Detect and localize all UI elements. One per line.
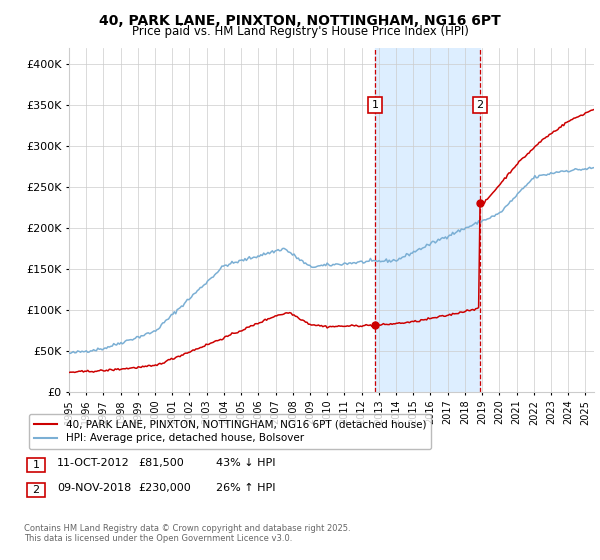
Text: 40, PARK LANE, PINXTON, NOTTINGHAM, NG16 6PT: 40, PARK LANE, PINXTON, NOTTINGHAM, NG16…: [99, 14, 501, 28]
Text: £81,500: £81,500: [138, 458, 184, 468]
Text: 2: 2: [476, 100, 483, 110]
Text: 09-NOV-2018: 09-NOV-2018: [57, 483, 131, 493]
Text: Contains HM Land Registry data © Crown copyright and database right 2025.
This d: Contains HM Land Registry data © Crown c…: [24, 524, 350, 543]
Text: £230,000: £230,000: [138, 483, 191, 493]
Text: Price paid vs. HM Land Registry's House Price Index (HPI): Price paid vs. HM Land Registry's House …: [131, 25, 469, 38]
Text: 11-OCT-2012: 11-OCT-2012: [57, 458, 130, 468]
Text: 2: 2: [32, 485, 40, 495]
Bar: [375, 48, 480, 392]
Text: 1: 1: [371, 100, 379, 110]
Text: 1: 1: [32, 460, 40, 470]
Legend: 40, PARK LANE, PINXTON, NOTTINGHAM, NG16 6PT (detached house), HPI: Average pric: 40, PARK LANE, PINXTON, NOTTINGHAM, NG16…: [29, 414, 431, 449]
Text: 43% ↓ HPI: 43% ↓ HPI: [216, 458, 275, 468]
Text: 26% ↑ HPI: 26% ↑ HPI: [216, 483, 275, 493]
